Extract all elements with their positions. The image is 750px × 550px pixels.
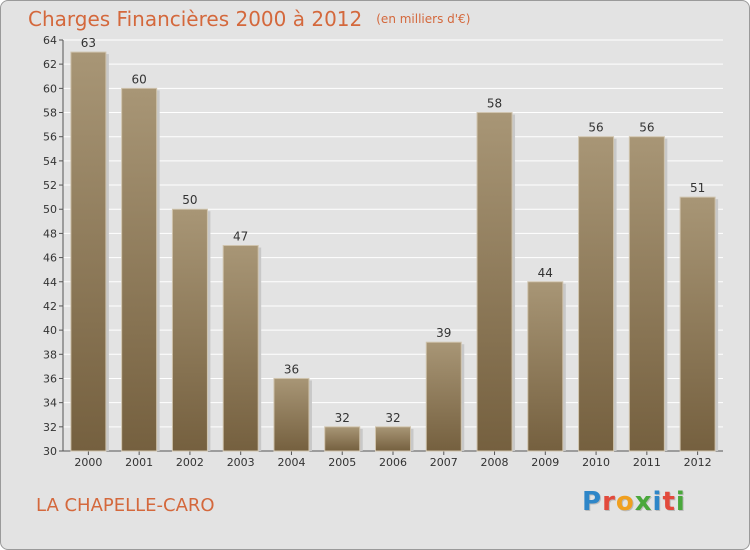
chart-subtitle: (en milliers d'€) (376, 12, 471, 26)
y-tick-label: 62 (43, 58, 57, 71)
logo-letter: r (602, 487, 616, 517)
bar-2008 (476, 112, 513, 452)
data-label-2005: 32 (335, 411, 350, 425)
y-tick-label: 54 (43, 155, 57, 168)
y-tick-label: 48 (43, 227, 57, 240)
y-tick-label: 56 (43, 131, 57, 144)
y-tick-label: 38 (43, 348, 57, 361)
proxiti-logo[interactable]: Proxiti (582, 487, 686, 517)
bar-2000 (70, 51, 107, 452)
y-tick-label: 44 (43, 276, 57, 289)
y-tick-label: 40 (43, 324, 57, 337)
y-tick-label: 30 (43, 445, 57, 458)
bar-2011 (628, 136, 665, 452)
x-tick-label-2001: 2001 (125, 456, 153, 469)
bars (70, 51, 719, 452)
data-label-2006: 32 (385, 411, 400, 425)
x-tick-label-2004: 2004 (277, 456, 305, 469)
x-tick-label-2012: 2012 (684, 456, 712, 469)
x-tick-label-2011: 2011 (633, 456, 661, 469)
bar-2001 (121, 87, 158, 452)
bar-2005 (324, 426, 361, 452)
y-tick-label: 46 (43, 252, 57, 265)
data-label-2003: 47 (233, 230, 248, 244)
x-tick-label-2006: 2006 (379, 456, 407, 469)
x-tick-label-2010: 2010 (582, 456, 610, 469)
data-label-2004: 36 (284, 362, 299, 376)
data-label-2007: 39 (436, 326, 451, 340)
logo-letter: i (675, 487, 686, 517)
bar-2002 (171, 208, 208, 452)
y-tick-label: 50 (43, 203, 57, 216)
y-tick-label: 42 (43, 300, 57, 313)
chart-title-text: Charges Financières 2000 à 2012 (28, 7, 363, 31)
y-tick-label: 52 (43, 179, 57, 192)
data-label-2008: 58 (487, 97, 502, 111)
logo-letter: i (652, 487, 663, 517)
logo-letter: t (662, 487, 676, 517)
x-tick-label-2002: 2002 (176, 456, 204, 469)
y-tick-label: 64 (43, 34, 57, 47)
bar-2003 (222, 245, 259, 452)
x-tick-label-2009: 2009 (531, 456, 559, 469)
y-tick-label: 60 (43, 82, 57, 95)
data-label-2002: 50 (182, 193, 197, 207)
bar-2006 (375, 426, 411, 452)
data-label-2009: 44 (538, 266, 553, 280)
x-tick-label-2008: 2008 (481, 456, 509, 469)
x-tick-label-2003: 2003 (227, 456, 255, 469)
y-tick-label: 32 (43, 421, 57, 434)
labels: 63 60 50 47 36 32 32 39 58 44 56 56 51 (81, 36, 706, 425)
y-tick-label: 36 (43, 372, 57, 385)
x-tick-label-2005: 2005 (328, 456, 356, 469)
data-label-2001: 60 (132, 72, 147, 86)
logo-letter: o (615, 487, 635, 517)
place-name: LA CHAPELLE-CARO (36, 495, 215, 516)
x-tick-label-2000: 2000 (74, 456, 102, 469)
logo-letter: x (634, 487, 653, 517)
bar-2004 (273, 377, 310, 452)
data-label-2011: 56 (639, 121, 654, 135)
data-label-2000: 63 (81, 36, 96, 50)
bar-2010 (578, 136, 615, 452)
data-label-2010: 56 (588, 121, 603, 135)
x-tick-label-2007: 2007 (430, 456, 458, 469)
bar-2007 (425, 341, 462, 452)
data-label-2012: 51 (690, 181, 705, 195)
y-tick-label: 58 (43, 107, 57, 120)
y-tick-label: 34 (43, 397, 57, 410)
chart-title: Charges Financières 2000 à 2012 (en milli… (28, 7, 470, 31)
bar-2009 (527, 281, 564, 452)
plot-area (63, 40, 723, 451)
bar-2012 (679, 196, 716, 452)
logo-letter: P (582, 487, 603, 517)
gridlines (63, 39, 723, 452)
